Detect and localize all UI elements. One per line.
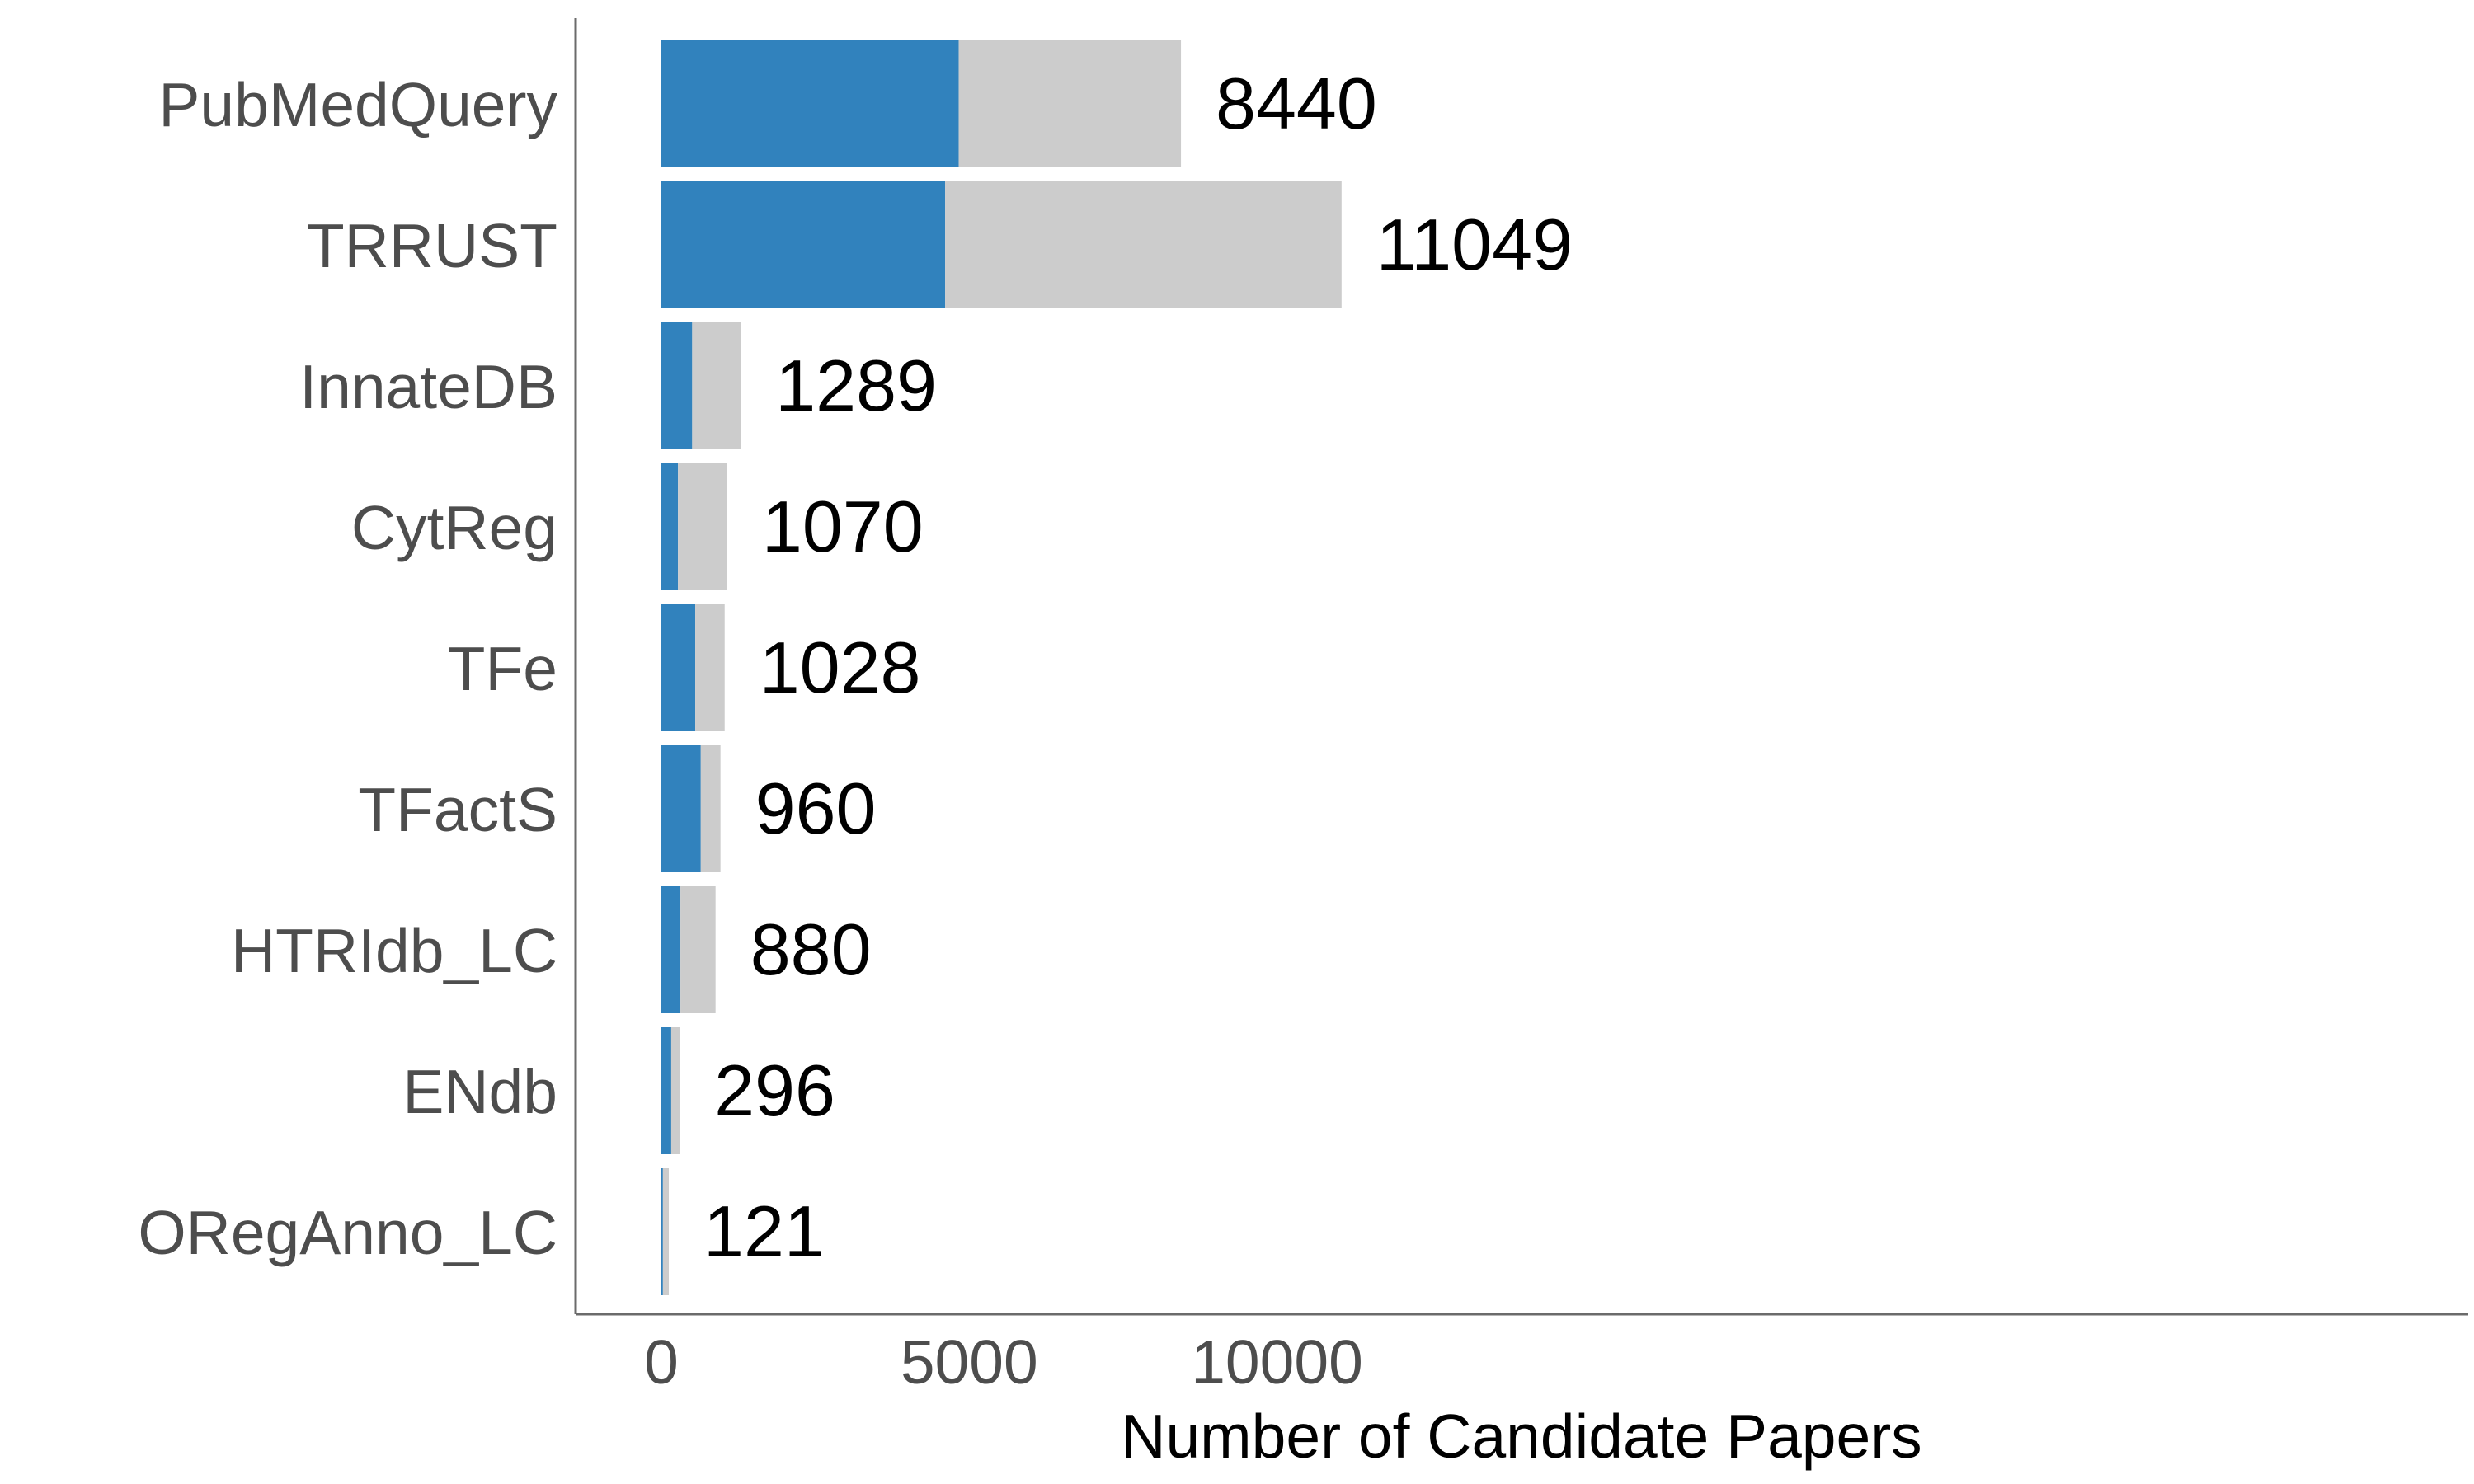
bar-segment-1: [661, 463, 679, 590]
bar-value-label: 880: [750, 909, 872, 990]
bar-segment-2: [700, 745, 721, 872]
category-labels-group: PubMedQuery TRRUST InnateDB CytReg TFe TFactS…: [138, 70, 557, 1267]
category-label: TFactS: [358, 775, 557, 844]
category-label: TRRUST: [307, 211, 557, 280]
bar-value-label: 1289: [775, 345, 937, 426]
bar-segment-2: [958, 40, 1182, 167]
bar-segment-1: [661, 886, 681, 1013]
x-axis-title: Number of Candidate Papers: [1121, 1402, 1921, 1471]
bar-segment-1: [661, 1168, 663, 1295]
bar-segment-1: [661, 745, 701, 872]
bar-value-label: 960: [755, 768, 877, 849]
bar-segment-1: [661, 322, 693, 449]
bar-segment-2: [695, 604, 725, 731]
bar-segment-2: [945, 181, 1342, 308]
category-label: ORegAnno_LC: [138, 1198, 557, 1267]
x-tick-label: 10000: [1191, 1327, 1363, 1397]
bar-segment-1: [661, 604, 696, 731]
bar-segment-2: [692, 322, 741, 449]
bar-value-label: 1028: [760, 627, 921, 708]
bars-group: [661, 40, 1342, 1295]
category-label: HTRIdb_LC: [231, 916, 557, 985]
bar-segment-2: [678, 463, 727, 590]
bar-segment-1: [661, 181, 946, 308]
category-label: ENdb: [402, 1057, 557, 1126]
bar-segment-1: [661, 1027, 671, 1154]
category-label: InnateDB: [299, 352, 557, 421]
bar-segment-2: [680, 886, 716, 1013]
bar-value-label: 11049: [1376, 204, 1573, 285]
bar-segment-2: [670, 1027, 680, 1154]
bar-value-label: 8440: [1216, 63, 1377, 144]
bar-segment-1: [661, 40, 959, 167]
value-labels-group: 8440 11049 1289 1070 1028 960 880 296 121: [703, 63, 1573, 1272]
x-tick-label: 5000: [901, 1327, 1038, 1397]
bar-value-label: 296: [714, 1050, 835, 1131]
bar-value-label: 121: [703, 1190, 825, 1272]
x-tick-label: 0: [644, 1327, 679, 1397]
bar-value-label: 1070: [762, 486, 924, 567]
x-tick-labels-group: 0 5000 10000: [644, 1327, 1363, 1397]
category-label: PubMedQuery: [158, 70, 557, 139]
bar-segment-2: [662, 1168, 670, 1295]
category-label: CytReg: [351, 493, 557, 562]
category-label: TFe: [448, 634, 557, 703]
